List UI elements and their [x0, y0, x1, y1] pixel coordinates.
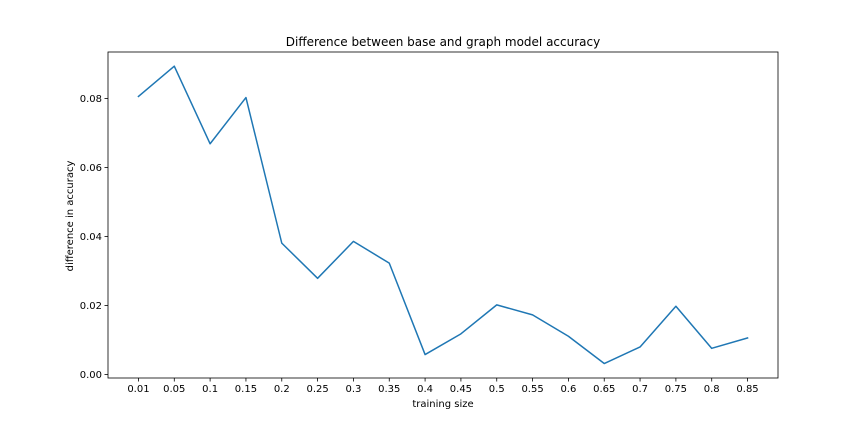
x-tick-label: 0.15	[235, 384, 257, 395]
x-tick-label: 0.5	[489, 384, 505, 395]
x-tick-label: 0.55	[521, 384, 543, 395]
y-axis-label: difference in accuracy	[65, 161, 76, 272]
series-line	[137, 65, 749, 365]
y-tick-label: 0.02	[80, 301, 102, 312]
x-tick-label: 0.05	[163, 384, 185, 395]
x-tick-label: 0.3	[345, 384, 361, 395]
x-tick-label: 0.6	[560, 384, 576, 395]
x-tick-label: 0.01	[127, 384, 149, 395]
y-tick-label: 0.04	[80, 232, 102, 243]
x-tick-label: 0.4	[417, 384, 433, 395]
series-layer	[137, 65, 749, 365]
x-tick-label: 0.2	[274, 384, 290, 395]
x-tick-label: 0.45	[450, 384, 472, 395]
x-axis-label: training size	[412, 399, 473, 410]
chart-title: Difference between base and graph model …	[286, 35, 600, 49]
y-tick-label: 0.06	[80, 163, 102, 174]
x-tick-label: 0.1	[202, 384, 218, 395]
x-tick-label: 0.75	[665, 384, 687, 395]
y-tick-label: 0.00	[80, 370, 102, 381]
plot-area-frame	[107, 51, 779, 379]
x-tick-label: 0.7	[632, 384, 648, 395]
x-tick-label: 0.35	[378, 384, 400, 395]
x-tick-label: 0.25	[306, 384, 328, 395]
x-tick-label: 0.65	[593, 384, 615, 395]
ticks-layer: 0.01 0.05 0.1 0.15 0.2 0.25 0.3 0.35 0.4 0.45 0.5 0…	[80, 94, 759, 395]
y-tick-label: 0.08	[80, 94, 102, 105]
x-tick-label: 0.8	[704, 384, 720, 395]
x-tick-label: 0.85	[736, 384, 758, 395]
